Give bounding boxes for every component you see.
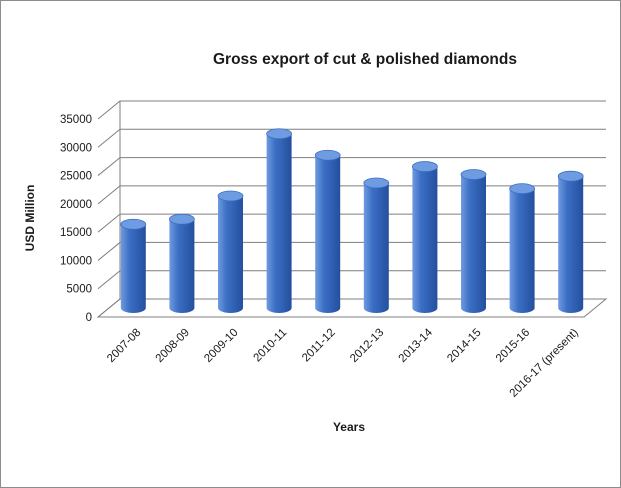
bar-top [217,190,244,202]
y-axis-ticks: 0 5000 10000 15000 20000 25000 30000 35000 [60,114,92,324]
x-tick-label: 2007-08 [105,327,143,365]
bar-top [557,170,584,182]
bar-body [509,188,535,313]
y-tick-label: 10000 [60,255,92,267]
bar-top [509,183,535,195]
y-tick-label: 5000 [66,284,92,296]
bar-body [218,195,243,313]
gridline [97,128,606,148]
gridline [97,157,606,176]
x-tick-label: 2008-09 [154,327,192,365]
y-tick-label: 35000 [60,114,92,126]
y-tick-label: 30000 [60,142,92,154]
bar-body [266,133,292,313]
x-tick-label: 2009-10 [202,327,240,365]
bar [509,183,535,313]
y-tick-label: 0 [86,312,92,324]
bar [363,177,390,313]
bar-body [363,182,389,313]
bar-top [411,161,438,172]
bar-body [315,155,341,313]
y-tick-label: 15000 [60,227,92,239]
y-tick-label: 20000 [60,199,92,211]
x-tick-label: 2014-15 [445,327,483,365]
bar [557,170,584,313]
bar-top [460,169,487,180]
x-tick-label: 2015-16 [494,327,532,365]
x-axis-title: Years [333,420,365,434]
bar-top [266,128,293,140]
bar [266,128,293,313]
bar-top [314,149,341,161]
bar-body [461,174,486,313]
bar [217,190,244,313]
y-axis-title: USD Million [23,185,37,252]
bar [314,149,341,313]
x-axis-ticks: 2007-08 2008-09 2009-10 2010-11 2011-12 2012-… [105,326,581,400]
bar [411,161,438,313]
bar-body [558,176,584,313]
bar [120,218,147,313]
chart-title: Gross export of cut & polished diamonds [213,51,517,68]
y-tick-label: 25000 [60,171,92,183]
bar-body [169,219,195,313]
bars [120,128,584,313]
gridline [97,100,606,120]
bar-top [120,218,147,230]
bar [460,169,487,313]
bar-body [412,166,438,313]
x-tick-label: 2010-11 [251,327,289,365]
bar [168,213,195,313]
floor-plane [96,298,608,318]
bar-top [168,213,195,225]
x-tick-label: 2012-13 [348,327,386,365]
gridlines [96,100,608,318]
bar-top [363,177,390,189]
x-tick-label: 2013-14 [397,326,436,365]
x-tick-label: 2011-12 [300,327,338,365]
bar-body [120,224,146,313]
